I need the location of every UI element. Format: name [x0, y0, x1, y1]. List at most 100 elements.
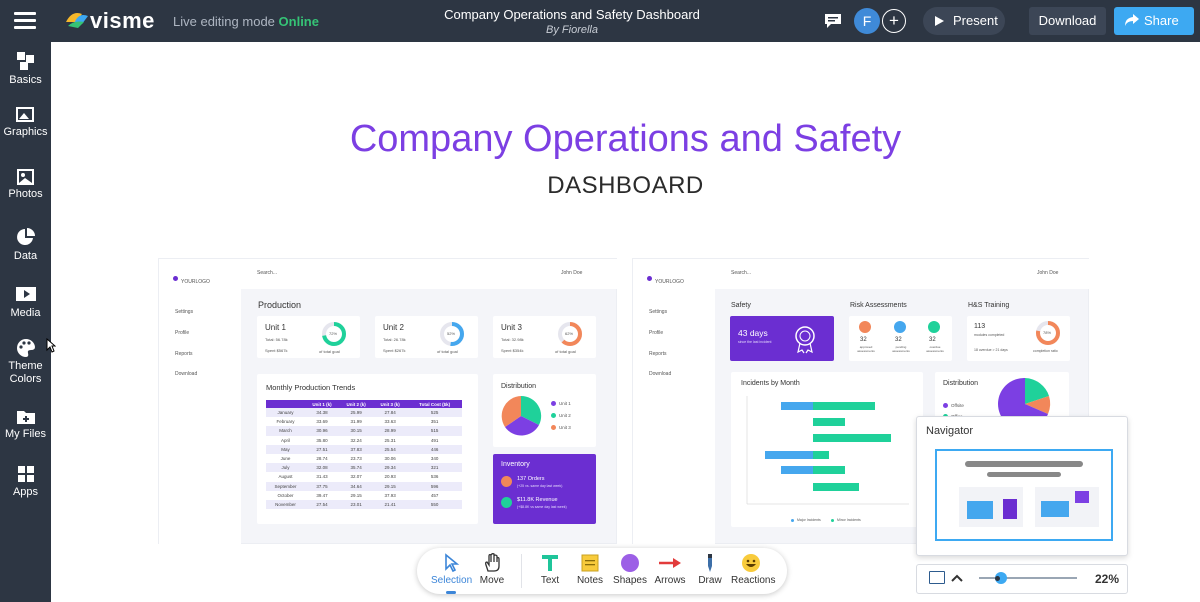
dash-logo: YOURLOGO [647, 270, 684, 288]
table-cell: September [266, 481, 305, 491]
table-cell: May [266, 444, 305, 454]
comments-icon[interactable] [824, 13, 842, 29]
safety-title: Safety [731, 302, 751, 309]
tool-notes[interactable]: Notes [573, 553, 607, 586]
table-cell: 446 [407, 444, 462, 454]
sidebar-item-media[interactable]: Media [0, 285, 51, 320]
dash-nav-settings[interactable]: Settings [175, 309, 194, 315]
visme-logo-icon[interactable] [64, 8, 174, 32]
table-cell: 32.08 [304, 463, 340, 473]
user-avatar[interactable]: F [854, 8, 880, 34]
table-cell: 28.74 [316, 456, 328, 462]
legend-item: Minor Incidents [831, 518, 861, 522]
unit-card: Unit 1 Total: 56.78k Spent $567k 72% of … [257, 316, 360, 358]
dash-nav-download[interactable]: Download [175, 371, 198, 377]
monthly-trends-card: Monthly Production Trends Unit 1 (k) Unit… [257, 374, 478, 524]
table-header-cell: Total Cost ($k) [407, 400, 462, 408]
table-cell: 550 [407, 499, 462, 510]
sidebar-item-theme-colors[interactable]: Theme Colors [0, 338, 51, 386]
incidents-card: Incidents by Month Major Incidents Minor… [731, 372, 923, 527]
slide-subtitle[interactable]: DASHBOARD [547, 172, 704, 199]
tool-selection[interactable]: Selection [431, 553, 472, 594]
dash-search[interactable]: Search... [257, 270, 278, 276]
circle-shape-icon [621, 554, 639, 572]
table-cell: 34.38 [304, 408, 340, 418]
share-arrow-icon [1125, 14, 1139, 26]
slide-title[interactable]: Company Operations and Safety [349, 118, 902, 160]
sidebar-item-data[interactable]: Data [0, 226, 51, 263]
sidebar-item-basics[interactable]: Basics [0, 50, 51, 87]
tool-shapes[interactable]: Shapes [613, 553, 647, 586]
brand-name[interactable]: visme [90, 8, 155, 33]
dash-nav-settings[interactable]: Settings [649, 309, 668, 315]
share-button[interactable]: Share [1114, 7, 1194, 35]
sidebar-item-graphics[interactable]: Graphics [0, 106, 51, 139]
zoom-level[interactable]: 22% [1095, 572, 1120, 586]
table-row: June 28.74 23.73 30.06 340 [266, 454, 462, 463]
zoom-slider-track[interactable] [979, 577, 1077, 579]
unit-donut [322, 322, 346, 346]
present-button[interactable]: Present [923, 7, 1005, 35]
table-cell: 457 [430, 492, 439, 498]
smiley-face-icon [742, 554, 760, 572]
tool-text[interactable]: Text [533, 553, 567, 586]
legend-item: Offsite [943, 403, 964, 409]
legend-item: Unit 1 [551, 401, 571, 407]
distribution-card: Distribution Unit 1 Unit 2 Unit 3 [493, 374, 596, 447]
zoom-slider-dot [995, 576, 1000, 581]
table-cell: 20.93 [384, 474, 396, 480]
table-cell: 515 [407, 426, 462, 436]
table-cell: 25.31 [384, 437, 396, 443]
table-cell: 33.63 [384, 419, 396, 425]
dash-search[interactable]: Search... [731, 270, 752, 276]
zoom-slider-handle[interactable] [994, 572, 1007, 584]
table-cell: 596 [407, 481, 462, 491]
sidebar-label: Basics [9, 74, 42, 86]
safety-dashboard[interactable]: YOURLOGO Settings Profile Reports Downlo… [632, 258, 1089, 545]
tool-reactions[interactable]: Reactions [731, 553, 775, 586]
folder-icon [16, 411, 35, 424]
hand-icon [485, 553, 500, 572]
legend-item: Major Incidents [791, 518, 821, 522]
dash-nav-reports[interactable]: Reports [649, 351, 667, 357]
table-cell: 491 [430, 437, 439, 443]
top-bar: visme Live editing mode Online Company O… [0, 0, 1200, 42]
table-cell: 340 [430, 456, 439, 462]
sidebar-label: My Files [5, 428, 46, 440]
sidebar-item-my-files[interactable]: My Files [0, 408, 51, 441]
sidebar-item-photos[interactable]: Photos [0, 168, 51, 201]
table-row: October 39.47 29.15 37.93 457 [266, 491, 462, 500]
production-dashboard[interactable]: YOURLOGO Settings Profile Reports Downlo… [158, 258, 617, 545]
tool-move[interactable]: Move [475, 553, 509, 586]
table-row: February 33.69 31.99 33.63 351 [266, 417, 462, 426]
table-cell: 33.69 [316, 419, 328, 425]
palette-icon [16, 338, 35, 357]
table-row: November 27.54 23.01 21.41 550 [266, 499, 462, 510]
unit-donut [440, 322, 464, 346]
dash-nav-profile[interactable]: Profile [175, 330, 190, 336]
selection-cursor-icon [445, 553, 460, 573]
menu-icon[interactable] [14, 12, 36, 29]
tool-draw[interactable]: Draw [693, 553, 727, 586]
sidebar-item-apps[interactable]: Apps [0, 464, 51, 499]
table-cell: October [277, 492, 294, 498]
tool-arrows[interactable]: Arrows [653, 553, 687, 586]
table-cell: July [266, 463, 305, 473]
table-cell: 39.47 [316, 492, 328, 498]
document-title[interactable]: Company Operations and Safety Dashboard [444, 7, 700, 22]
add-collaborator-icon[interactable]: + [882, 9, 906, 33]
sidebar-label: Apps [12, 486, 39, 498]
dash-sidebar: YOURLOGO Settings Profile Reports Downlo… [159, 259, 241, 545]
download-button[interactable]: Download [1029, 7, 1106, 35]
navigator-viewport[interactable] [935, 449, 1113, 541]
chevron-up-icon[interactable] [951, 573, 963, 583]
text-t-icon [542, 555, 558, 571]
dash-nav-download[interactable]: Download [649, 371, 672, 377]
navigator-panel[interactable]: Navigator [916, 416, 1128, 556]
dash-user: John Doe [1037, 270, 1059, 276]
dash-nav-reports[interactable]: Reports [175, 351, 193, 357]
sidebar-label: Data [13, 250, 38, 262]
dash-nav-profile[interactable]: Profile [649, 330, 664, 336]
arrow-right-icon [659, 558, 681, 568]
navigator-toggle-icon[interactable] [929, 571, 945, 584]
